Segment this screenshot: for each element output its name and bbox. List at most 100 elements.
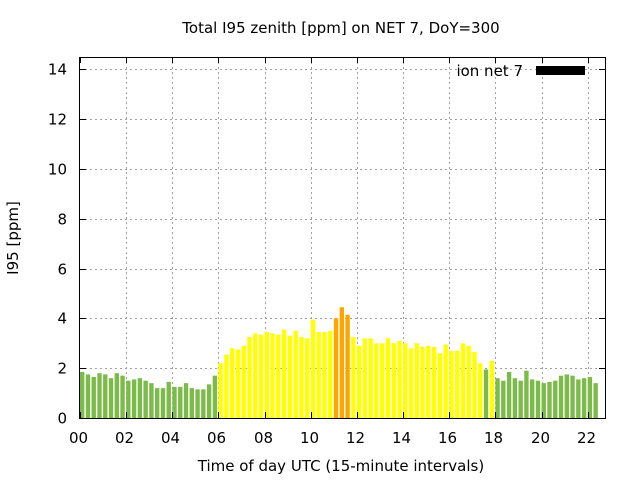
- bar: [120, 375, 125, 418]
- bar: [183, 383, 189, 418]
- bar: [374, 343, 379, 418]
- bar: [160, 388, 166, 418]
- x-tick-label: 18: [484, 429, 503, 447]
- bar: [587, 376, 593, 418]
- bar: [322, 332, 327, 418]
- bar: [172, 386, 177, 418]
- bar: [518, 380, 523, 418]
- bar: [581, 378, 587, 418]
- bar: [114, 373, 119, 418]
- bar: [316, 332, 321, 418]
- y-tick-label: 14: [48, 61, 67, 79]
- y-tick-label: 12: [48, 111, 67, 129]
- chart-title: Total I95 zenith [ppm] on NET 7, DoY=300: [181, 19, 499, 37]
- x-tick-label: 10: [300, 429, 319, 447]
- bar: [535, 380, 541, 418]
- bar: [547, 381, 552, 418]
- bar: [241, 345, 246, 418]
- bar: [553, 380, 558, 418]
- y-tick-label: 0: [57, 410, 67, 428]
- bar-series: [80, 307, 598, 418]
- bar: [85, 374, 91, 418]
- bar: [91, 376, 96, 418]
- bar: [195, 389, 200, 418]
- x-tick-label: 06: [207, 429, 226, 447]
- bar: [201, 389, 206, 418]
- bar: [264, 332, 269, 418]
- bar: [512, 378, 518, 418]
- bar: [305, 338, 310, 418]
- bar: [97, 373, 102, 418]
- bar: [455, 350, 460, 418]
- bar: [310, 319, 316, 418]
- bar: [576, 379, 581, 418]
- bar: [466, 345, 471, 418]
- bar: [380, 343, 385, 418]
- bar: [564, 374, 569, 418]
- bar: [501, 380, 506, 418]
- x-tick-label: 08: [254, 429, 273, 447]
- x-tick-label: 20: [531, 429, 550, 447]
- plot-frame: [79, 57, 606, 419]
- bar: [443, 344, 448, 418]
- bar: [414, 343, 419, 418]
- x-tick-label: 14: [392, 429, 411, 447]
- legend: ion net 7: [456, 62, 585, 80]
- bar: [103, 374, 108, 418]
- bar: [247, 337, 252, 418]
- y-axis-label: I95 [ppm]: [4, 201, 22, 275]
- bar: [524, 370, 529, 418]
- bar: [166, 381, 171, 418]
- y-tick-label: 10: [48, 161, 67, 179]
- bar: [206, 384, 212, 418]
- bar: [287, 335, 293, 418]
- bar: [281, 329, 287, 418]
- bar: [293, 330, 298, 418]
- bar: [339, 307, 344, 418]
- bar: [155, 388, 160, 418]
- y-tick-label: 2: [57, 360, 67, 378]
- bar: [385, 338, 391, 418]
- bar: [472, 352, 477, 418]
- y-tick-label: 4: [57, 310, 67, 328]
- bar: [368, 338, 373, 418]
- bar: [218, 363, 223, 418]
- bar: [299, 337, 304, 418]
- bar: [328, 330, 333, 418]
- bar: [391, 343, 396, 418]
- bar: [593, 383, 598, 418]
- bar: [420, 347, 425, 418]
- bar: [253, 333, 258, 418]
- bar: [131, 379, 137, 418]
- bar: [108, 378, 114, 418]
- bar: [397, 340, 402, 418]
- y-tick-label: 8: [57, 211, 67, 229]
- bar: [351, 337, 356, 418]
- bar: [495, 378, 500, 418]
- bar: [489, 360, 494, 418]
- bar: [189, 388, 194, 418]
- bar: [530, 379, 535, 418]
- bar: [178, 386, 183, 418]
- bar: [143, 380, 148, 418]
- x-tick-label: 04: [161, 429, 180, 447]
- bar: [270, 333, 275, 418]
- legend-swatch: [536, 66, 585, 75]
- y-tick-label: 6: [57, 261, 67, 279]
- x-tick-label: 02: [115, 429, 134, 447]
- bar: [437, 353, 443, 418]
- bar: [126, 380, 131, 418]
- bar: [478, 363, 483, 418]
- bar: [570, 375, 575, 418]
- bar: [345, 314, 350, 418]
- bar: [149, 383, 154, 418]
- bar: [230, 348, 235, 418]
- bar: [426, 345, 431, 418]
- bar: [276, 334, 281, 418]
- x-tick-label: 16: [438, 429, 457, 447]
- bar: [408, 348, 414, 418]
- bar: [333, 318, 339, 418]
- bar: [137, 378, 143, 418]
